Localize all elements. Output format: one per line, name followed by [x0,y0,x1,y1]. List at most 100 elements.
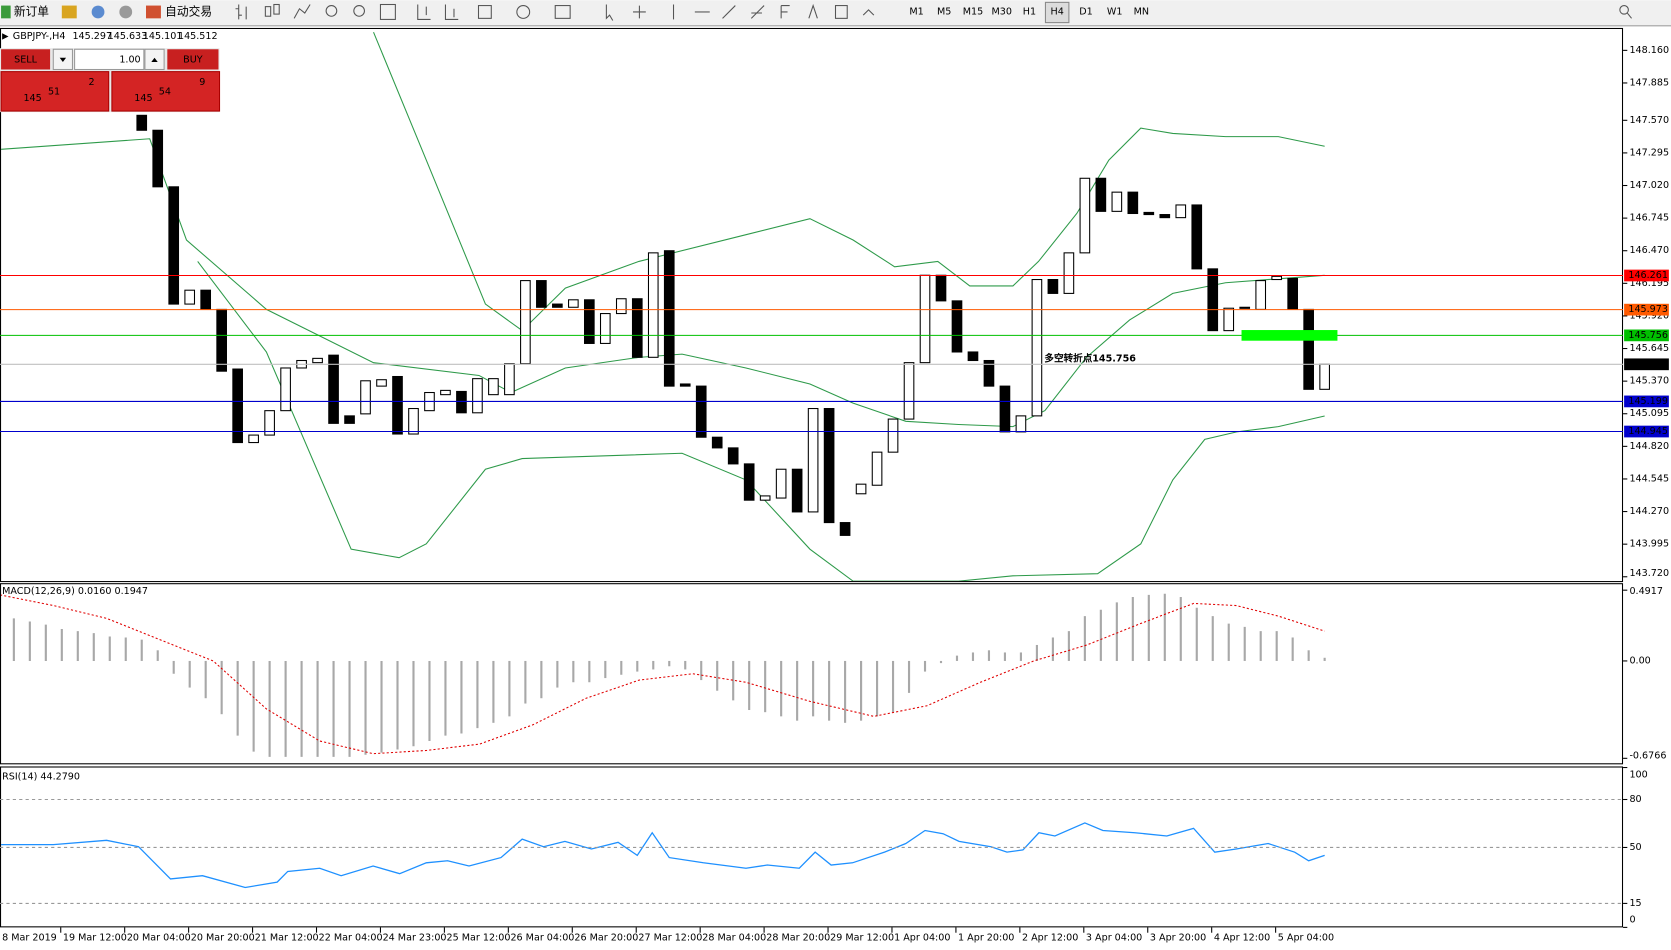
candle-body [903,362,915,420]
x-tick-label: 26 Mar 04:00 [510,933,574,944]
timeframe-button[interactable]: M5 [937,6,951,17]
candle-body [216,308,227,372]
candle-body [647,252,659,358]
timeframe-button[interactable]: M1 [909,6,923,17]
icon [1,5,11,19]
y-tick-label: 144.820 [1629,441,1669,452]
icon[interactable] [750,5,765,19]
y-tick-label: 145.370 [1629,376,1669,387]
candle-body [775,468,787,499]
icon[interactable] [119,5,133,19]
candle-body [887,418,899,453]
new-order-label[interactable]: 新订单 [14,4,49,18]
icon[interactable] [264,6,272,17]
icon[interactable] [91,5,105,19]
timeframe-button[interactable]: M15 [963,6,983,17]
candle-body [1223,307,1235,332]
x-tick-label: 28 Mar 20:00 [766,933,830,944]
y-tick-label: 0 [1629,914,1635,925]
candle-body [1255,280,1267,310]
y-tick-label: 100 [1629,769,1647,780]
candle-body [967,351,979,362]
pane-content [1,593,1326,757]
candle-body [1303,308,1314,390]
timeframe-button[interactable]: H1 [1023,6,1036,17]
candle-body [823,407,835,524]
lots-value[interactable]: 1.00 [119,54,140,65]
timeframe-button[interactable]: W1 [1107,6,1123,17]
lots-input[interactable] [74,48,145,71]
new-order-button[interactable]: 新订单 [1,4,49,18]
annotation: 多空转折点145.756 [1044,352,1136,364]
x-tick-label: 1 Apr 20:00 [958,933,1014,944]
y-tick-label: 148.160 [1629,45,1669,56]
candle-body [1143,211,1155,216]
candle-body [743,463,755,501]
icon[interactable] [379,3,396,20]
candle-body [679,383,691,387]
rsi-line [1,822,1325,889]
bollinger-band [373,32,1325,332]
timeframe-button[interactable]: H4 [1051,6,1064,17]
y-tick-label: 147.295 [1629,147,1669,158]
price-level-tag [1624,303,1669,316]
candle-body [695,385,707,438]
candle-body [599,313,611,344]
price-level-tag [1624,329,1669,342]
x-tick-label: 25 Mar 12:00 [447,933,511,944]
symbol-info: GBPJPY-,H4 [13,31,66,42]
icon[interactable] [722,5,736,19]
icon[interactable] [554,5,571,19]
icon[interactable] [834,5,848,19]
timeframe-button[interactable]: M30 [992,6,1012,17]
y-tick-label: 146.195 [1629,278,1669,289]
auto-trade-button[interactable]: 自动交易 [145,4,212,19]
candle-body [663,250,675,387]
icon[interactable] [325,5,338,17]
icon[interactable] [273,3,280,15]
timeframe-button[interactable]: MN [1134,6,1149,17]
icon[interactable] [808,3,818,19]
icon[interactable] [1626,12,1632,19]
icon[interactable] [444,4,459,20]
candle-body [344,415,355,424]
icon[interactable] [633,5,646,19]
icon[interactable] [235,4,247,20]
candle-body [168,186,180,305]
buy-label[interactable]: BUY [183,54,203,65]
y-tick-label: 0.4917 [1629,586,1663,597]
tool-icons [235,3,1632,21]
icon[interactable] [61,5,77,19]
x-tick-label: 2 Apr 12:00 [1022,933,1078,944]
icon[interactable] [1619,5,1629,15]
icon[interactable] [353,5,365,17]
icon[interactable] [417,4,431,20]
candle-body [791,468,803,513]
icon[interactable] [780,5,790,19]
candle-body [488,378,499,396]
sell-label[interactable]: SELL [14,54,37,65]
macd-signal [1,594,1325,755]
candle-body [759,495,771,501]
timeframe-button[interactable]: D1 [1079,6,1092,17]
candle-body [520,280,531,365]
x-tick-label: 26 Mar 20:00 [574,933,638,944]
icon[interactable] [516,5,531,19]
sell-button[interactable] [1,49,51,70]
icon[interactable] [477,5,492,19]
arrow [59,57,67,63]
ask-price-box[interactable] [111,71,221,112]
toolbar: 新订单 自动交易 [0,0,1671,27]
buy-button[interactable] [167,49,219,70]
icon[interactable] [862,9,875,16]
icon [145,5,161,19]
turning-point-marker [1241,330,1338,341]
candle-body [711,436,723,449]
auto-trade-label[interactable]: 自动交易 [165,4,212,18]
price-level-tag [1624,395,1669,408]
icon[interactable] [293,4,311,19]
candle-body [328,354,339,424]
bid-price-box[interactable] [0,71,110,112]
y-tick-label: 146.745 [1629,213,1669,224]
icon[interactable] [605,4,614,21]
